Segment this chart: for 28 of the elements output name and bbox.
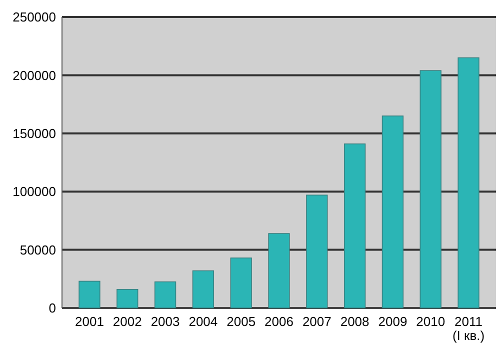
bar: [420, 70, 442, 308]
x-tick-label: 2007: [302, 314, 332, 329]
x-tick-label: 2011 (I кв.): [452, 314, 485, 343]
y-tick-label: 100000: [12, 184, 56, 200]
x-tick-label: 2006: [264, 314, 294, 329]
x-tick-label: 2005: [226, 314, 256, 329]
x-tick-label: 2004: [188, 314, 218, 329]
y-tick-label: 150000: [12, 126, 56, 141]
y-tick-label: 250000: [12, 10, 56, 25]
bar: [458, 57, 480, 308]
x-tick-label: 2003: [150, 314, 180, 329]
bar: [116, 288, 138, 308]
x-tick-label: 2009: [378, 314, 408, 329]
bar: [154, 281, 176, 308]
bar: [230, 258, 252, 308]
x-tick-label: 2010: [416, 314, 446, 329]
bar: [78, 280, 100, 308]
y-tick-label: 200000: [12, 68, 56, 83]
y-tick-label: 0: [48, 300, 56, 316]
x-tick-label: 2002: [112, 314, 142, 329]
bar: [192, 270, 214, 308]
x-tick-label: 2001: [75, 314, 104, 329]
y-tick-label: 50000: [20, 242, 56, 258]
bar: [268, 233, 290, 308]
bar: [382, 116, 404, 308]
bar: [344, 143, 366, 308]
bar: [306, 194, 328, 308]
x-tick-label: 2008: [340, 314, 370, 329]
